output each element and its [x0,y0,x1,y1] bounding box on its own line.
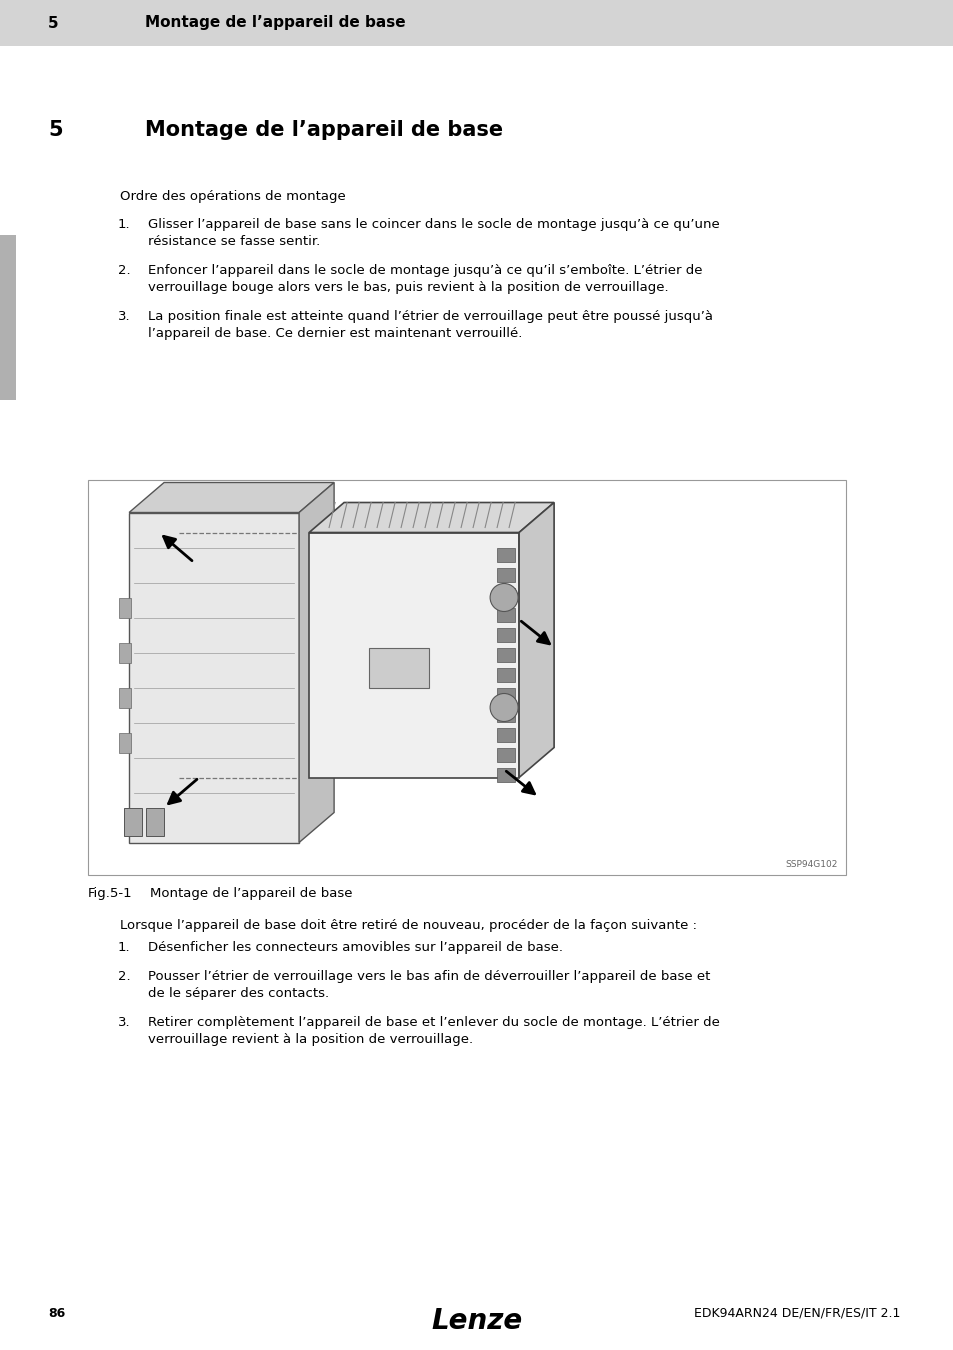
Polygon shape [299,482,334,842]
Circle shape [490,694,517,721]
Bar [497,728,515,741]
Text: Glisser l’appareil de base sans le coincer dans le socle de montage jusqu’à ce q: Glisser l’appareil de base sans le coinc… [148,217,719,231]
Polygon shape [518,502,554,778]
Text: 1.: 1. [118,941,131,954]
Text: 1.: 1. [118,217,131,231]
Bar [119,598,131,617]
Text: 86: 86 [48,1307,65,1320]
Text: 5: 5 [48,15,58,31]
Text: Montage de l’appareil de base: Montage de l’appareil de base [145,15,405,31]
Bar [497,587,515,602]
Polygon shape [309,532,518,778]
Text: verrouillage bouge alors vers le bas, puis revient à la position de verrouillage: verrouillage bouge alors vers le bas, pu… [148,281,668,294]
Bar [497,707,515,721]
Bar [119,643,131,663]
Bar [497,667,515,682]
Bar [497,548,515,562]
Text: Pousser l’étrier de verrouillage vers le bas afin de déverrouiller l’appareil de: Pousser l’étrier de verrouillage vers le… [148,971,710,983]
Bar [0,0,953,46]
Text: La position finale est atteinte quand l’étrier de verrouillage peut être poussé : La position finale est atteinte quand l’… [148,310,712,323]
Bar [497,768,515,782]
Polygon shape [309,502,554,532]
Text: 2.: 2. [118,265,131,277]
Text: l’appareil de base. Ce dernier est maintenant verrouillé.: l’appareil de base. Ce dernier est maint… [148,327,522,340]
Text: 5: 5 [48,120,63,140]
Polygon shape [129,482,334,513]
Bar [146,807,164,836]
Text: Lorsque l’appareil de base doit être retiré de nouveau, procéder de la façon sui: Lorsque l’appareil de base doit être ret… [120,919,697,931]
Bar [497,567,515,582]
Text: Désenficher les connecteurs amovibles sur l’appareil de base.: Désenficher les connecteurs amovibles su… [148,941,562,954]
Text: Lenze: Lenze [431,1307,522,1335]
Text: 2.: 2. [118,971,131,983]
Bar [119,733,131,752]
Text: de le séparer des contacts.: de le séparer des contacts. [148,987,329,1000]
Text: Enfoncer l’appareil dans le socle de montage jusqu’à ce qu’il s’emboîte. L’étrie: Enfoncer l’appareil dans le socle de mon… [148,265,701,277]
Bar [369,648,429,687]
Bar [497,687,515,702]
Text: verrouillage revient à la position de verrouillage.: verrouillage revient à la position de ve… [148,1033,473,1046]
Bar [497,748,515,761]
Text: Montage de l’appareil de base: Montage de l’appareil de base [150,887,352,900]
Polygon shape [129,513,299,842]
Bar [497,648,515,662]
Text: Ordre des opérations de montage: Ordre des opérations de montage [120,190,345,202]
Bar [119,687,131,707]
Bar [0,235,16,400]
Text: Montage de l’appareil de base: Montage de l’appareil de base [145,120,502,140]
Bar [124,807,142,836]
Text: résistance se fasse sentir.: résistance se fasse sentir. [148,235,320,248]
Bar [497,608,515,621]
Text: EDK94ARN24 DE/EN/FR/ES/IT 2.1: EDK94ARN24 DE/EN/FR/ES/IT 2.1 [693,1307,899,1320]
Text: 3.: 3. [118,1017,131,1029]
Bar [88,481,845,875]
Text: 3.: 3. [118,310,131,323]
Text: SSP94G102: SSP94G102 [785,860,837,869]
Text: Retirer complètement l’appareil de base et l’enlever du socle de montage. L’étri: Retirer complètement l’appareil de base … [148,1017,720,1029]
Text: Fig.5-1: Fig.5-1 [88,887,132,900]
Bar [497,628,515,641]
Circle shape [490,583,517,612]
